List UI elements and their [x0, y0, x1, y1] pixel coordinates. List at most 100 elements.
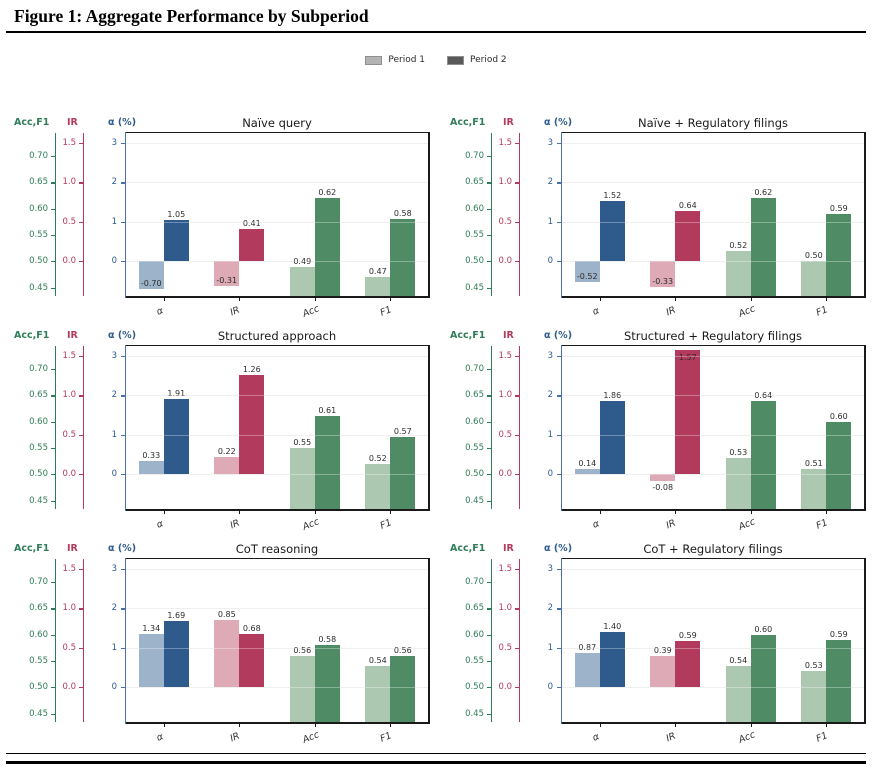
- alpha-tick-label: 3: [111, 563, 117, 574]
- subplot-title: Naïve + Regulatory filings: [638, 116, 788, 130]
- accf1-tick: [51, 421, 55, 423]
- accf1-tick-label: 0.65: [465, 390, 484, 401]
- accf1-tick: [51, 156, 55, 158]
- plot-left-spine: [124, 344, 126, 511]
- grid-line: [562, 434, 864, 436]
- subplot-grid: Acc,F1 IR α (%) Naïve query -0.70 1.05 -0.31 0.…: [0, 105, 872, 746]
- ir-tick: [79, 221, 83, 223]
- bar: [650, 656, 676, 688]
- legend: Period 1 Period 2: [0, 55, 872, 65]
- ir-axis-title: IR: [67, 117, 78, 128]
- bar-value-label: 0.57: [393, 427, 412, 437]
- ir-tick: [515, 395, 519, 397]
- bar-value-label: 0.41: [242, 218, 261, 228]
- alpha-tick-label: 0: [111, 256, 117, 267]
- subplot-na-ve-query: Acc,F1 IR α (%) Naïve query -0.70 1.05 -0.31 0.…: [0, 105, 436, 320]
- grid-line-overlay: [562, 395, 864, 397]
- bar-value-label: 0.87: [578, 642, 597, 652]
- accf1-axis-title: Acc,F1: [14, 117, 50, 128]
- alpha-tick-label: 0: [547, 469, 553, 480]
- grid-line-overlay: [126, 221, 428, 223]
- bar: [675, 210, 701, 262]
- alpha-axis-title: α (%): [544, 543, 573, 554]
- grid-line: [126, 568, 428, 570]
- alpha-axis-title: α (%): [544, 330, 573, 341]
- accf1-tick: [51, 208, 55, 210]
- accf1-tick: [487, 713, 491, 715]
- grid-line-overlay: [126, 647, 428, 649]
- bar-value-label: 0.56: [393, 645, 412, 655]
- subplot-title: CoT reasoning: [235, 542, 319, 556]
- accf1-axis-spine: [55, 133, 57, 296]
- alpha-tick: [556, 434, 561, 436]
- accf1-tick-label: 0.55: [465, 442, 484, 453]
- grid-line: [126, 355, 428, 357]
- alpha-tick: [556, 474, 561, 476]
- alpha-tick: [120, 647, 125, 649]
- alpha-tick-label: 3: [547, 350, 553, 361]
- x-tick: [675, 297, 677, 301]
- accf1-tick: [51, 582, 55, 584]
- ir-axis-spine: [519, 559, 521, 722]
- accf1-tick: [487, 447, 491, 450]
- accf1-tick: [487, 660, 491, 663]
- x-tick: [390, 297, 392, 301]
- x-tick-label: IR: [228, 730, 242, 745]
- ir-tick-label: 0.5: [62, 216, 76, 227]
- alpha-tick: [556, 687, 561, 689]
- grid-line-overlay: [562, 261, 864, 263]
- accf1-tick-label: 0.70: [465, 364, 484, 375]
- accf1-tick: [51, 687, 55, 689]
- bar-value-label: 0.61: [318, 406, 337, 416]
- ir-tick: [79, 608, 83, 610]
- alpha-axis-title: α (%): [108, 117, 137, 128]
- bar-value-label: 0.59: [678, 630, 697, 640]
- grid-line-overlay: [126, 182, 428, 184]
- bar-value-label: 0.47: [368, 267, 387, 277]
- bar: [214, 261, 240, 286]
- bar-value-label: 0.53: [729, 448, 748, 458]
- alpha-tick-label: 2: [111, 177, 117, 188]
- grid-line: [562, 355, 864, 357]
- accf1-axis-spine: [55, 346, 57, 509]
- accf1-tick: [487, 500, 491, 502]
- subplot-cot-regulatory-filings: Acc,F1 IR α (%) CoT + Regulatory filings 0.8…: [436, 531, 872, 746]
- accf1-tick: [51, 447, 55, 450]
- bar-value-label: 0.14: [578, 458, 597, 468]
- plot-right-spine: [428, 344, 430, 511]
- grid-line-overlay: [126, 142, 428, 144]
- accf1-tick: [51, 634, 55, 636]
- grid-line: [562, 608, 864, 610]
- alpha-tick: [120, 687, 125, 689]
- bar-value-label: 0.62: [754, 188, 773, 198]
- grid-line: [562, 687, 864, 689]
- grid-line-overlay: [562, 608, 864, 610]
- alpha-tick: [556, 142, 561, 145]
- bar: [725, 666, 751, 722]
- bar-value-label: 0.55: [293, 437, 312, 447]
- accf1-axis-spine: [55, 559, 57, 722]
- grid-line: [126, 608, 428, 610]
- plot-top-spine: [126, 344, 430, 346]
- bar-value-label: 0.52: [368, 453, 387, 463]
- bar: [390, 655, 416, 722]
- ir-tick: [515, 261, 519, 263]
- ir-tick: [79, 355, 83, 358]
- grid-line: [562, 474, 864, 476]
- bar-value-label: 1.69: [167, 610, 186, 620]
- ir-tick-label: 1.5: [498, 563, 512, 574]
- period-2-swatch: [447, 55, 464, 65]
- legend-item-period-1: Period 1: [365, 55, 425, 65]
- grid-line-overlay: [126, 474, 428, 476]
- accf1-tick: [487, 156, 491, 158]
- ir-axis-title: IR: [67, 543, 78, 554]
- bar-value-label: 0.49: [293, 256, 312, 266]
- plot-top-spine: [562, 131, 866, 133]
- grid-line-overlay: [562, 434, 864, 436]
- ir-tick: [515, 434, 519, 436]
- period-1-swatch: [365, 55, 383, 65]
- plot-right-spine: [428, 131, 430, 298]
- accf1-tick: [51, 234, 55, 237]
- ir-tick-label: 0.5: [498, 216, 512, 227]
